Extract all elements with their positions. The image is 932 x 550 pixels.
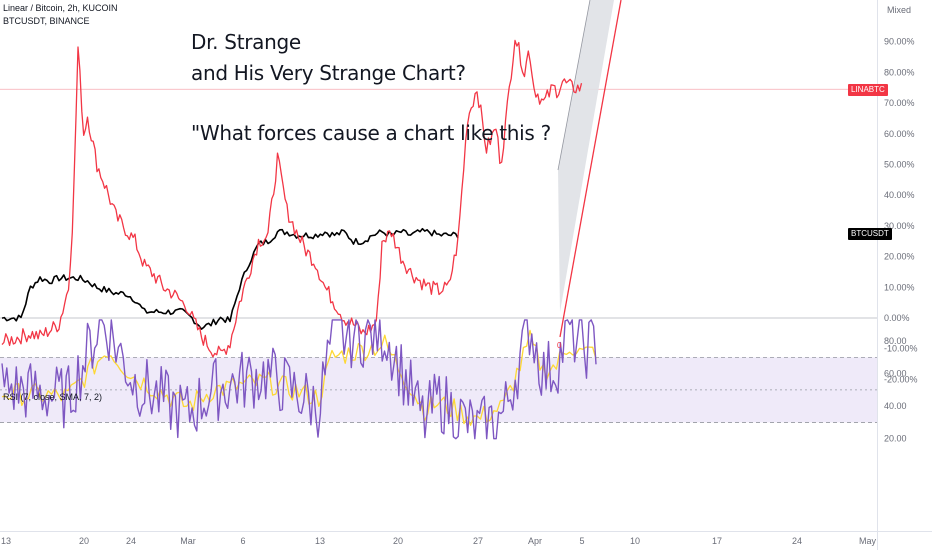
annotation-line-1: Dr. Strange bbox=[191, 30, 301, 54]
time-tick-label: 20 bbox=[393, 536, 403, 546]
price-tick-label: 60.00% bbox=[884, 129, 915, 139]
scale-mode-label[interactable]: Mixed bbox=[887, 5, 912, 15]
rsi-ma-line[interactable] bbox=[1, 329, 597, 426]
channel-trendline[interactable] bbox=[559, 0, 622, 338]
channel-fill bbox=[558, 0, 614, 312]
price-tick-label: 20.00% bbox=[884, 252, 915, 262]
rsi-series bbox=[1, 319, 597, 440]
channel-upper-edge bbox=[557, 0, 591, 171]
price-series bbox=[1, 39, 583, 358]
price-tick-label: 80.00% bbox=[884, 67, 915, 77]
main-symbol-title[interactable]: Linear / Bitcoin, 2h, KUCOIN bbox=[3, 3, 118, 13]
linabtc-line[interactable] bbox=[1, 39, 583, 358]
time-tick-label: 24 bbox=[126, 536, 136, 546]
time-scale-ticks: 13 20 24 Mar 6 13 20 27 Apr 5 10 17 24 May bbox=[1, 536, 876, 546]
time-tick-label: 10 bbox=[630, 536, 640, 546]
btcusdt-line[interactable] bbox=[1, 227, 459, 330]
zero-marker: 0 bbox=[557, 341, 562, 350]
time-tick-label: 13 bbox=[315, 536, 325, 546]
price-tick-label: 0.00% bbox=[884, 313, 910, 323]
overlay-symbol-title[interactable]: BTCUSDT, BINANCE bbox=[3, 16, 90, 26]
rsi-tick-label: 80.00 bbox=[884, 336, 907, 346]
rsi-indicator-title[interactable]: RSI (7, close, SMA, 7, 2) bbox=[3, 392, 103, 402]
time-tick-label: 6 bbox=[240, 536, 245, 546]
price-tick-label: 30.00% bbox=[884, 221, 915, 231]
price-tick-label: 40.00% bbox=[884, 190, 915, 200]
time-tick-label: 27 bbox=[473, 536, 483, 546]
time-tick-label: 20 bbox=[79, 536, 89, 546]
rsi-tick-label: 60.00 bbox=[884, 369, 907, 379]
price-tick-label: 90.00% bbox=[884, 37, 915, 47]
time-tick-label: 24 bbox=[792, 536, 802, 546]
price-tick-label: 70.00% bbox=[884, 98, 915, 108]
price-tick-label: -10.00% bbox=[884, 344, 918, 354]
annotation-line-2: and His Very Strange Chart? bbox=[191, 61, 466, 85]
time-tick-label: May bbox=[859, 536, 877, 546]
rsi-line[interactable] bbox=[1, 319, 597, 440]
zero-line bbox=[0, 88, 877, 319]
rsi-tick-label: 20.00 bbox=[884, 434, 907, 444]
rsi-scale-ticks: 80.00 60.00 40.00 20.00 bbox=[884, 336, 907, 444]
rsi-tick-label: 40.00 bbox=[884, 401, 907, 411]
price-tick-label: -20.00% bbox=[884, 374, 918, 384]
time-tick-label: 17 bbox=[712, 536, 722, 546]
time-tick-label: Mar bbox=[180, 536, 196, 546]
btcusdt-price-tag: BTCUSDT bbox=[848, 228, 892, 240]
linabtc-price-tag: LINABTC bbox=[848, 84, 888, 96]
rising-channel bbox=[557, 0, 622, 338]
time-tick-label: 13 bbox=[1, 536, 11, 546]
time-tick-label: 5 bbox=[579, 536, 584, 546]
price-tick-label: 50.00% bbox=[884, 160, 915, 170]
annotation-line-3: "What forces cause a chart like this ? bbox=[191, 121, 551, 145]
price-scale-ticks: 90.00% 80.00% 70.00% 60.00% 50.00% 40.00% 30.0… bbox=[884, 37, 918, 385]
price-tick-label: 10.00% bbox=[884, 282, 915, 292]
time-tick-label: Apr bbox=[528, 536, 542, 546]
